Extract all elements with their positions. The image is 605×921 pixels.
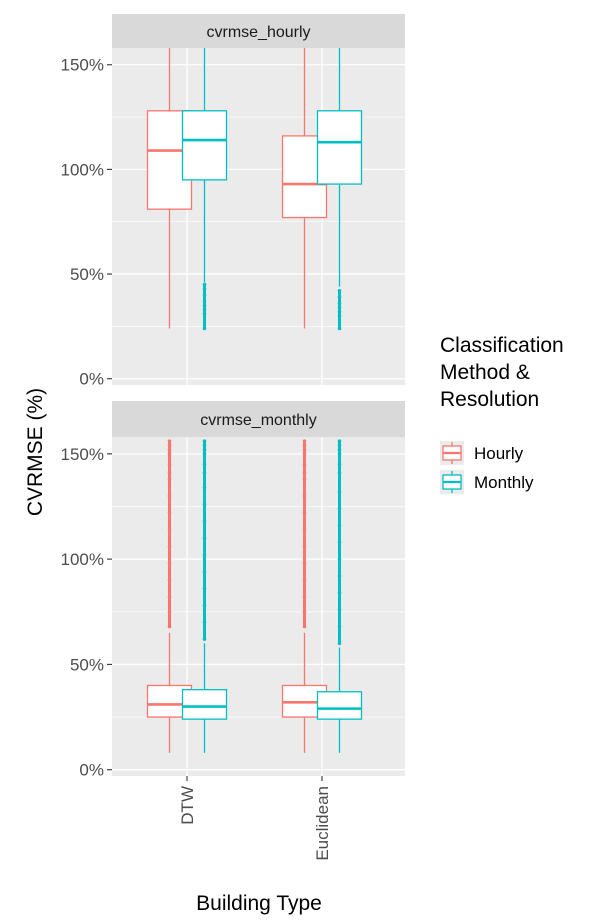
facet-panel: 0% 50% 100% 150% cvrmse_monthly — [61, 401, 405, 780]
panels-layer: 0% 50% 100% 150% cvrmse_hourly 0% 50% 100% 150% c… — [61, 14, 405, 780]
legend-title-line: Method & — [440, 361, 530, 384]
boxes-group — [146, 439, 363, 753]
y-tick-label: 0% — [79, 370, 104, 389]
box-euclidean-monthly — [316, 48, 363, 331]
facet-strip-label: cvrmse_hourly — [206, 24, 310, 41]
y-tick-label: 50% — [70, 265, 104, 284]
box-iqr — [316, 691, 363, 720]
box-iqr — [181, 689, 228, 720]
box-dtw-monthly — [181, 48, 228, 331]
panel-background — [112, 437, 405, 776]
legend-title-line: Classification — [440, 334, 564, 357]
x-axis-title: Building Type — [196, 892, 322, 915]
boxes-group — [146, 48, 363, 331]
y-tick-label: 100% — [61, 550, 104, 569]
facet-strip-label: cvrmse_monthly — [200, 412, 316, 429]
box-euclidean-monthly — [316, 439, 363, 753]
legend-label-monthly: Monthly — [474, 473, 534, 492]
box-iqr — [181, 110, 228, 181]
facet-strip — [112, 14, 405, 48]
x-tick-label: Euclidean — [313, 786, 332, 861]
legend-label-hourly: Hourly — [474, 444, 524, 463]
x-axis: DTW Euclidean — [178, 776, 332, 861]
legend-key-hourly — [440, 441, 464, 465]
y-tick-label: 150% — [61, 445, 104, 464]
x-tick-label: DTW — [178, 786, 197, 825]
box-iqr — [316, 110, 363, 185]
y-axis-title: CVRMSE (%) — [24, 388, 47, 516]
legend: Classification Method & Resolution Hourly Mo… — [440, 334, 564, 494]
box-dtw-monthly — [181, 439, 228, 753]
facet-panel: 0% 50% 100% 150% cvrmse_hourly — [61, 14, 405, 389]
y-tick-label: 50% — [70, 655, 104, 674]
panel-background — [112, 48, 405, 385]
legend-key-monthly — [440, 470, 464, 494]
y-tick-label: 100% — [61, 160, 104, 179]
y-tick-label: 0% — [79, 761, 104, 780]
legend-title-line: Resolution — [440, 388, 539, 411]
facet-strip — [112, 401, 405, 437]
y-tick-label: 150% — [61, 56, 104, 75]
